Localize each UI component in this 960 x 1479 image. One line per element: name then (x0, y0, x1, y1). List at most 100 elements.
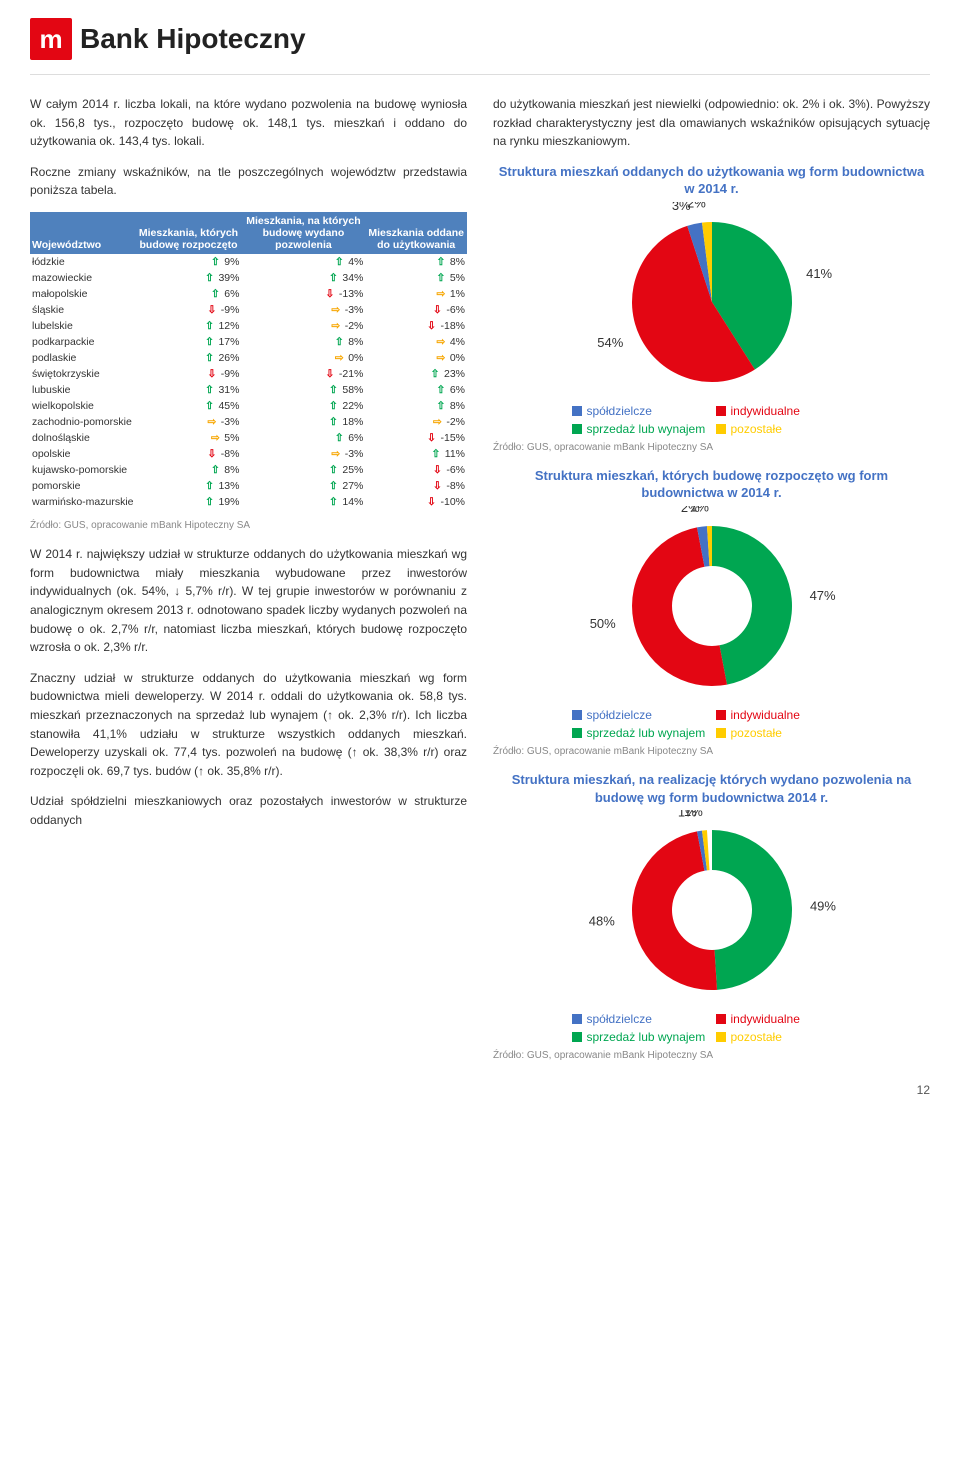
legend: spółdzielcze indywidualne sprzedaż lub wyn… (572, 708, 852, 740)
value-cell: ⇩ -13% (241, 286, 365, 302)
region-cell: opolskie (30, 446, 136, 462)
value-cell: ⇧ 22% (241, 398, 365, 414)
value-cell: ⇧ 8% (241, 334, 365, 350)
value-cell: ⇧ 6% (365, 382, 467, 398)
legend-label: sprzedaż lub wynajem (587, 422, 706, 436)
value-cell: ⇨ -2% (365, 414, 467, 430)
table-header: Mieszkania, na których budowę wydano poz… (241, 212, 365, 254)
table-row: łódzkie⇧ 9%⇧ 4%⇧ 8% (30, 254, 467, 270)
table-row: podlaskie⇧ 26%⇨ 0%⇨ 0% (30, 350, 467, 366)
source-note: Źródło: GUS, opracowanie mBank Hipoteczn… (493, 1050, 930, 1061)
legend-item: indywidualne (716, 404, 852, 418)
region-cell: pomorskie (30, 478, 136, 494)
legend-swatch (716, 1014, 726, 1024)
legend-item: pozostałe (716, 1030, 852, 1044)
legend-item: pozostałe (716, 726, 852, 740)
value-cell: ⇧ 39% (136, 270, 242, 286)
legend-label: sprzedaż lub wynajem (587, 726, 706, 740)
value-cell: ⇧ 25% (241, 462, 365, 478)
table-row: mazowieckie⇧ 39%⇧ 34%⇧ 5% (30, 270, 467, 286)
value-cell: ⇩ -8% (365, 478, 467, 494)
value-cell: ⇨ 5% (136, 430, 242, 446)
logo-text: Bank Hipoteczny (80, 23, 306, 55)
slice-label: 2% (687, 202, 706, 211)
legend-swatch (572, 406, 582, 416)
legend-swatch (716, 710, 726, 720)
legend-swatch (572, 424, 582, 434)
paragraph: Znaczny udział w strukturze oddanych do … (30, 669, 467, 781)
logo-mark: m (30, 18, 72, 60)
legend-item: sprzedaż lub wynajem (572, 1030, 708, 1044)
table-row: świętokrzyskie⇩ -9%⇩ -21%⇧ 23% (30, 366, 467, 382)
legend-swatch (716, 728, 726, 738)
table-row: lubelskie⇧ 12%⇨ -2%⇩ -18% (30, 318, 467, 334)
value-cell: ⇧ 4% (241, 254, 365, 270)
legend-label: pozostałe (731, 422, 782, 436)
value-cell: ⇧ 6% (136, 286, 242, 302)
legend-item: spółdzielcze (572, 404, 708, 418)
legend-swatch (716, 424, 726, 434)
table-row: małopolskie⇧ 6%⇩ -13%⇨ 1% (30, 286, 467, 302)
legend-item: spółdzielcze (572, 1012, 708, 1026)
legend-swatch (572, 1032, 582, 1042)
chart-title: Struktura mieszkań oddanych do użytkowan… (493, 163, 930, 198)
region-cell: świętokrzyskie (30, 366, 136, 382)
legend-swatch (572, 1014, 582, 1024)
region-cell: dolnośląskie (30, 430, 136, 446)
value-cell: ⇧ 14% (241, 494, 365, 510)
value-cell: ⇧ 8% (136, 462, 242, 478)
slice-label: 1% (683, 810, 702, 819)
header: m Bank Hipoteczny (30, 0, 930, 75)
slice-label: 54% (597, 335, 623, 350)
value-cell: ⇧ 45% (136, 398, 242, 414)
region-table: WojewództwoMieszkania, których budowę ro… (30, 212, 467, 510)
donut-slice (712, 830, 792, 990)
value-cell: ⇨ -3% (136, 414, 242, 430)
slice-label: 47% (809, 588, 835, 603)
legend: spółdzielczeindywidualnesprzedaż lub wyn… (572, 1012, 852, 1044)
legend-label: pozostałe (731, 1030, 782, 1044)
value-cell: ⇨ 1% (365, 286, 467, 302)
value-cell: ⇧ 26% (136, 350, 242, 366)
value-cell: ⇧ 8% (365, 398, 467, 414)
value-cell: ⇩ -9% (136, 366, 242, 382)
table-header: Mieszkania oddane do użytkowania (365, 212, 467, 254)
value-cell: ⇧ 27% (241, 478, 365, 494)
slice-label: 48% (588, 914, 614, 929)
legend-item: sprzedaż lub wynajem (572, 422, 708, 436)
table-header: Województwo (30, 212, 136, 254)
legend-label: spółdzielcze (587, 708, 652, 722)
value-cell: ⇨ 0% (365, 350, 467, 366)
value-cell: ⇧ 23% (365, 366, 467, 382)
value-cell: ⇨ -3% (241, 446, 365, 462)
region-cell: małopolskie (30, 286, 136, 302)
legend-item: indywidualne (716, 708, 852, 722)
slice-label: 50% (589, 616, 615, 631)
value-cell: ⇩ -21% (241, 366, 365, 382)
table-row: wielkopolskie⇧ 45%⇧ 22%⇧ 8% (30, 398, 467, 414)
legend-label: spółdzielcze (587, 404, 652, 418)
value-cell: ⇧ 6% (241, 430, 365, 446)
region-cell: warmińsko-mazurskie (30, 494, 136, 510)
value-cell: ⇩ -8% (136, 446, 242, 462)
paragraph: W całym 2014 r. liczba lokali, na które … (30, 95, 467, 151)
paragraph: Roczne zmiany wskaźników, na tle poszcze… (30, 163, 467, 200)
value-cell: ⇩ -10% (365, 494, 467, 510)
legend-swatch (716, 1032, 726, 1042)
region-cell: kujawsko-pomorskie (30, 462, 136, 478)
source-note: Źródło: GUS, opracowanie mBank Hipoteczn… (30, 520, 467, 531)
legend-swatch (572, 710, 582, 720)
paragraph: do użytkowania mieszkań jest niewielki (… (493, 95, 930, 151)
table-row: kujawsko-pomorskie⇧ 8%⇧ 25%⇩ -6% (30, 462, 467, 478)
paragraph: Udział spółdzielni mieszkaniowych oraz p… (30, 792, 467, 829)
region-cell: łódzkie (30, 254, 136, 270)
value-cell: ⇩ -6% (365, 462, 467, 478)
value-cell: ⇧ 8% (365, 254, 467, 270)
table-row: śląskie⇩ -9%⇨ -3%⇩ -6% (30, 302, 467, 318)
donut-chart-2: 47%50%2%1% (582, 506, 842, 706)
donut-slice (712, 526, 792, 685)
right-column: do użytkowania mieszkań jest niewielki (… (493, 95, 930, 1075)
region-cell: podkarpackie (30, 334, 136, 350)
value-cell: ⇩ -15% (365, 430, 467, 446)
table-row: pomorskie⇧ 13%⇧ 27%⇩ -8% (30, 478, 467, 494)
